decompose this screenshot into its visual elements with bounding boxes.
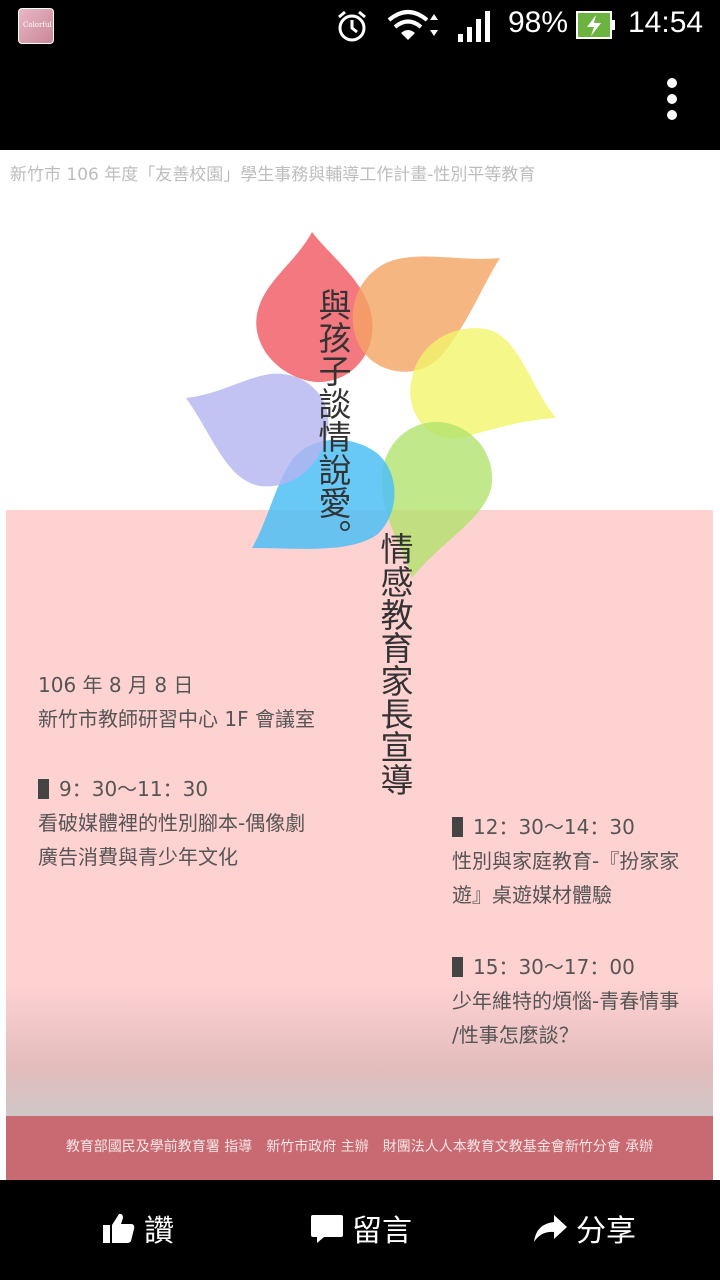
session-desc: 性別與家庭教育-『扮家家 — [452, 849, 680, 873]
session-desc: 遊』桌遊媒材體驗 — [452, 883, 612, 907]
main-title: 與孩子談情說愛。 — [313, 288, 352, 552]
session-time: 9：30～11：30 — [38, 772, 305, 806]
session-time: 12：30～14：30 — [452, 810, 679, 844]
poster-footer: 教育部國民及學前教育署 指導 新竹市政府 主辦 財團法人人本教育文教基金會新竹分… — [6, 1116, 713, 1180]
event-venue: 新竹市教師研習中心 1F 會議室 — [38, 707, 315, 731]
comment-icon — [311, 1215, 343, 1243]
like-button[interactable]: 讚 — [102, 1198, 174, 1258]
battery-icon — [576, 11, 615, 39]
share-icon — [534, 1215, 567, 1242]
share-button[interactable]: 分享 — [532, 1198, 636, 1258]
bullet-bar — [452, 957, 463, 977]
session-1: 9：30～11：30 看破媒體裡的性別腳本-偶像劇 廣告消費與青少年文化 — [38, 772, 305, 874]
pink-panel — [6, 510, 713, 1116]
event-date: 106 年 8 月 8 日 — [38, 673, 194, 697]
bullet-bar — [452, 817, 463, 837]
signal-icon — [458, 11, 490, 42]
comment-button[interactable]: 留言 — [310, 1198, 412, 1258]
app-toolbar — [0, 50, 720, 148]
session-3: 15：30～17：00 少年維特的煩惱-青春情事 /性事怎麼談？ — [452, 950, 679, 1052]
comment-label: 留言 — [352, 1214, 412, 1249]
subtitle: 情感教育家長宣導 — [375, 532, 414, 796]
status-bar: Colorful 98% 14:54 — [0, 0, 720, 50]
red-petal — [256, 232, 373, 383]
session-desc: 少年維特的煩惱-青春情事 — [452, 989, 680, 1013]
like-label: 讚 — [144, 1214, 174, 1249]
bullet-bar — [38, 779, 49, 799]
overflow-menu-icon[interactable] — [660, 78, 684, 122]
session-2: 12：30～14：30 性別與家庭教育-『扮家家 遊』桌遊媒材體驗 — [452, 810, 679, 912]
poster-header: 新竹市 106 年度「友善校園」學生事務與輔導工作計畫-性別平等教育 — [10, 165, 536, 185]
session-time: 15：30～17：00 — [452, 950, 679, 984]
share-label: 分享 — [576, 1214, 636, 1249]
action-bar: 讚 留言 分享 — [0, 1180, 720, 1280]
flower-logo — [186, 232, 556, 578]
session-desc: 看破媒體裡的性別腳本-偶像劇 — [38, 811, 306, 835]
session-desc: 廣告消費與青少年文化 — [38, 845, 238, 869]
yellow-petal — [410, 328, 556, 439]
wifi-icon — [387, 10, 438, 40]
orange-petal — [352, 256, 500, 372]
app-notification-icon: Colorful — [18, 8, 54, 44]
lavender-petal — [186, 373, 329, 487]
alarm-icon — [338, 10, 366, 42]
thumbs-up-icon — [103, 1213, 135, 1243]
session-desc: /性事怎麼談？ — [452, 1023, 579, 1047]
clock: 14:54 — [628, 6, 704, 39]
organizers-text: 教育部國民及學前教育署 指導 新竹市政府 主辦 財團法人人本教育文教基金會新竹分… — [65, 1139, 654, 1155]
green-petal — [382, 421, 493, 578]
battery-percent: 98% — [508, 6, 569, 39]
poster-image: 新竹市 106 年度「友善校園」學生事務與輔導工作計畫-性別平等教育 與孩子談情… — [0, 150, 720, 1180]
